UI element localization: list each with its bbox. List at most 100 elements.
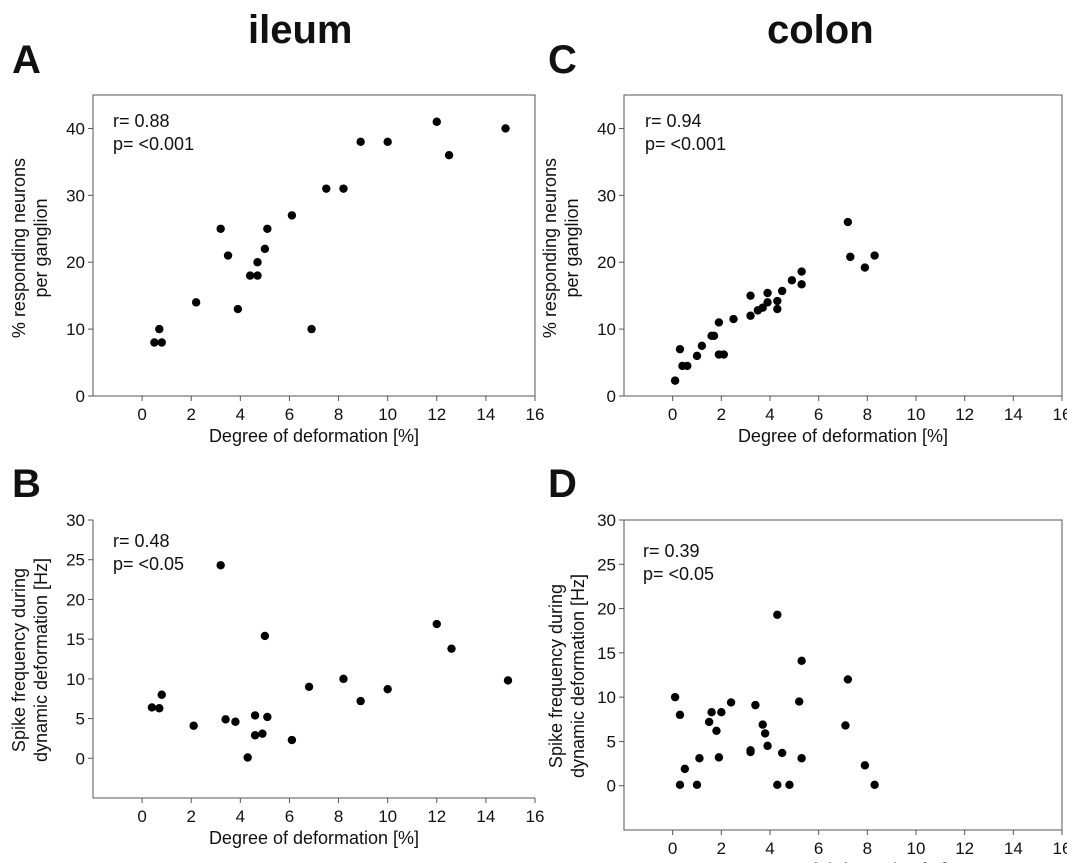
data-point xyxy=(444,151,454,160)
x-tick-label: 16 xyxy=(526,405,545,424)
data-point xyxy=(860,263,870,272)
data-point xyxy=(253,271,262,280)
stats-annotation: r= 0.88 xyxy=(113,111,170,131)
data-point xyxy=(245,271,255,280)
x-tick-label: 2 xyxy=(717,839,726,858)
data-point xyxy=(763,741,772,751)
y-tick-label: 10 xyxy=(597,320,616,339)
stats-annotation: p= <0.05 xyxy=(643,564,714,584)
plot-frame xyxy=(623,519,1063,831)
stats-annotation: p= <0.001 xyxy=(645,134,726,154)
data-point xyxy=(356,696,365,706)
chart-panel-a: 0 2 4 6 8 10 12 14 16 0 10 20 30 40 Degree of deformat… xyxy=(9,94,545,446)
data-point xyxy=(155,324,164,334)
data-point xyxy=(746,746,755,755)
y-tick-label: 20 xyxy=(66,590,85,609)
data-point xyxy=(870,780,879,790)
y-axis-label: per ganglion xyxy=(562,198,582,297)
data-point xyxy=(675,780,685,790)
y-tick-label: 30 xyxy=(597,511,616,530)
data-point xyxy=(719,350,728,359)
data-point xyxy=(287,735,297,745)
data-point xyxy=(785,780,794,790)
data-point xyxy=(758,303,767,312)
x-tick-label: 6 xyxy=(285,807,294,826)
data-point xyxy=(670,376,680,385)
y-tick-label: 10 xyxy=(597,688,616,707)
y-tick-label: 25 xyxy=(597,555,616,574)
y-tick-label: 15 xyxy=(66,630,85,649)
data-point xyxy=(263,224,272,233)
data-point xyxy=(870,251,879,260)
data-point xyxy=(339,184,348,193)
y-tick-label: 10 xyxy=(66,320,85,339)
data-point xyxy=(216,561,225,570)
y-axis-label: dynamic deformation [Hz] xyxy=(568,574,588,778)
data-point xyxy=(287,211,297,220)
data-point xyxy=(260,631,270,641)
data-point xyxy=(777,286,787,296)
data-point xyxy=(797,754,806,763)
data-point xyxy=(675,710,685,720)
x-tick-label: 0 xyxy=(668,405,677,424)
data-point xyxy=(729,314,738,324)
data-point xyxy=(216,224,225,233)
y-tick-label: 0 xyxy=(76,749,85,768)
data-point xyxy=(147,703,157,712)
data-point xyxy=(709,331,719,340)
y-axis-label: % responding neurons xyxy=(540,158,560,338)
data-point xyxy=(692,351,702,361)
x-tick-label: 6 xyxy=(814,405,823,424)
x-tick-label: 0 xyxy=(137,405,146,424)
x-axis-label: Degree of deformation [%] xyxy=(738,860,948,863)
x-tick-label: 4 xyxy=(236,807,245,826)
data-point xyxy=(726,698,736,707)
x-axis-label: Degree of deformation [%] xyxy=(738,426,948,446)
x-axis-label: Degree of deformation [%] xyxy=(209,426,419,446)
x-tick-label: 12 xyxy=(955,405,974,424)
column-title-ileum: ileum xyxy=(248,8,353,52)
y-tick-label: 30 xyxy=(597,186,616,205)
data-point xyxy=(758,720,767,729)
data-point xyxy=(683,361,692,371)
data-point xyxy=(322,184,331,193)
y-tick-label: 30 xyxy=(66,186,85,205)
data-point xyxy=(307,324,316,334)
data-point xyxy=(231,717,240,726)
data-point xyxy=(670,692,680,702)
x-tick-label: 14 xyxy=(476,807,495,826)
x-tick-label: 4 xyxy=(765,405,774,424)
data-point xyxy=(189,721,198,730)
x-tick-label: 0 xyxy=(668,839,677,858)
y-tick-label: 40 xyxy=(597,119,616,138)
data-point xyxy=(760,729,770,738)
x-tick-label: 12 xyxy=(955,839,974,858)
x-tick-label: 8 xyxy=(334,807,343,826)
data-point xyxy=(503,676,513,685)
data-point xyxy=(221,715,230,724)
x-tick-label: 12 xyxy=(427,405,446,424)
data-point xyxy=(675,344,685,354)
data-point xyxy=(501,124,510,133)
data-point xyxy=(846,252,855,262)
data-point xyxy=(250,731,260,740)
data-point xyxy=(704,717,714,727)
column-title-colon: colon xyxy=(767,8,874,52)
data-point xyxy=(191,298,201,307)
x-tick-label: 10 xyxy=(907,839,926,858)
y-axis-label: Spike frequency during xyxy=(9,568,29,752)
y-tick-label: 5 xyxy=(607,732,616,751)
x-tick-label: 4 xyxy=(765,839,774,858)
y-tick-label: 0 xyxy=(76,387,85,406)
y-tick-label: 5 xyxy=(76,710,85,729)
data-point xyxy=(797,280,806,289)
x-tick-label: 10 xyxy=(378,807,397,826)
stats-annotation: r= 0.39 xyxy=(643,541,700,561)
data-point xyxy=(150,338,159,347)
data-point xyxy=(304,682,314,691)
data-point xyxy=(843,217,853,227)
data-point xyxy=(841,721,850,730)
stats-annotation: p= <0.001 xyxy=(113,134,194,154)
x-tick-label: 12 xyxy=(427,807,446,826)
data-point xyxy=(680,764,690,774)
